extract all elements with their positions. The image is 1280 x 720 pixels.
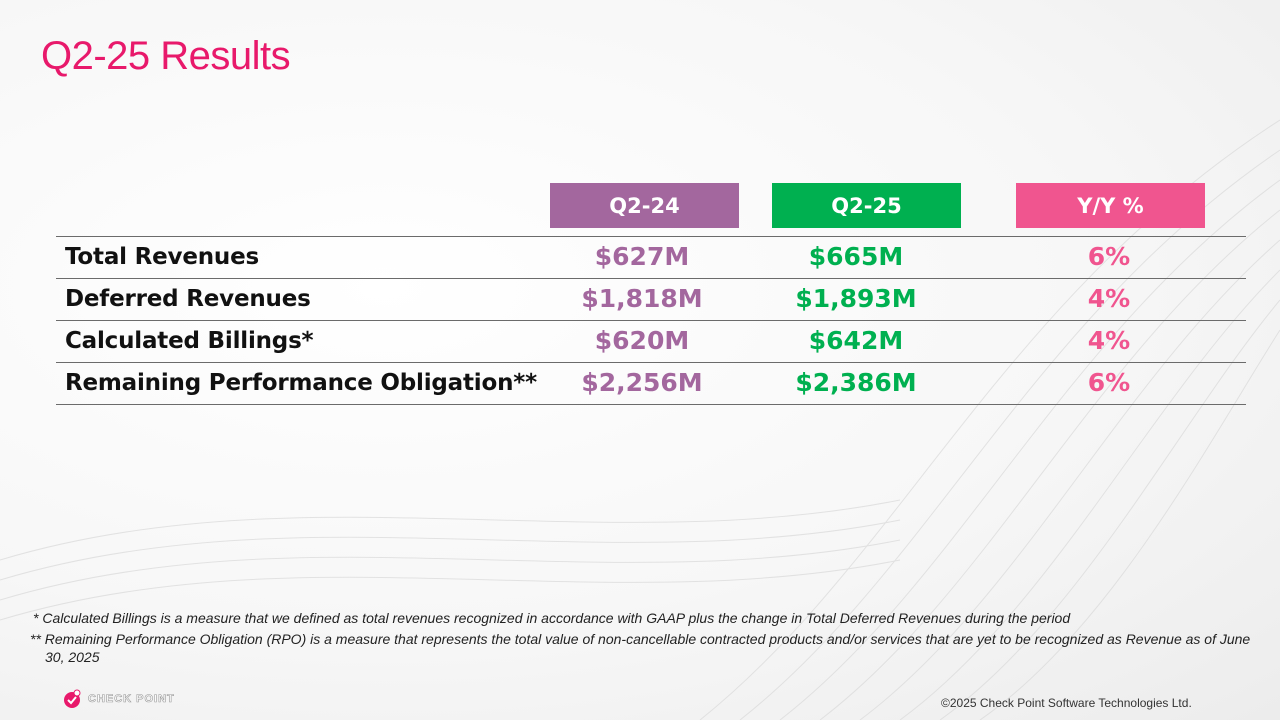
row-label: Calculated Billings*	[65, 328, 314, 354]
value-q2-24: $1,818M	[581, 284, 703, 313]
table-row: Deferred Revenues $1,818M $1,893M 4%	[56, 279, 1246, 321]
table-row: Calculated Billings* $620M $642M 4%	[56, 321, 1246, 363]
table-row: Remaining Performance Obligation** $2,25…	[56, 363, 1246, 405]
value-q2-24: $2,256M	[581, 368, 703, 397]
footnote-calculated-billings: * Calculated Billings is a measure that …	[33, 610, 1071, 626]
row-label: Deferred Revenues	[65, 286, 311, 312]
logo-wordmark: CHECK POINT	[88, 693, 175, 706]
value-q2-25: $642M	[808, 326, 904, 355]
value-q2-25: $1,893M	[795, 284, 917, 313]
table-row: Total Revenues $627M $665M 6%	[56, 237, 1246, 279]
column-header-q2-24: Q2-24	[550, 183, 739, 228]
column-header-yy-percent: Y/Y %	[1016, 183, 1205, 228]
value-yy: 4%	[1087, 284, 1131, 313]
check-point-logo-icon	[64, 689, 81, 708]
check-point-logo: CHECK POINT	[62, 689, 175, 709]
column-header-q2-25: Q2-25	[772, 183, 961, 228]
value-q2-25: $2,386M	[795, 368, 917, 397]
copyright-notice: ©2025 Check Point Software Technologies …	[941, 696, 1192, 710]
value-yy: 6%	[1087, 242, 1131, 271]
value-q2-24: $620M	[594, 326, 690, 355]
footnote-rpo: ** Remaining Performance Obligation (RPO…	[30, 631, 1251, 665]
value-yy: 4%	[1087, 326, 1131, 355]
value-q2-24: $627M	[594, 242, 690, 271]
value-yy: 6%	[1087, 368, 1131, 397]
row-label: Remaining Performance Obligation**	[65, 370, 537, 396]
slide-title: Q2-25 Results	[41, 34, 291, 78]
value-q2-25: $665M	[808, 242, 904, 271]
row-label: Total Revenues	[65, 244, 259, 270]
results-table: Total Revenues $627M $665M 6% Deferred R…	[56, 236, 1246, 405]
